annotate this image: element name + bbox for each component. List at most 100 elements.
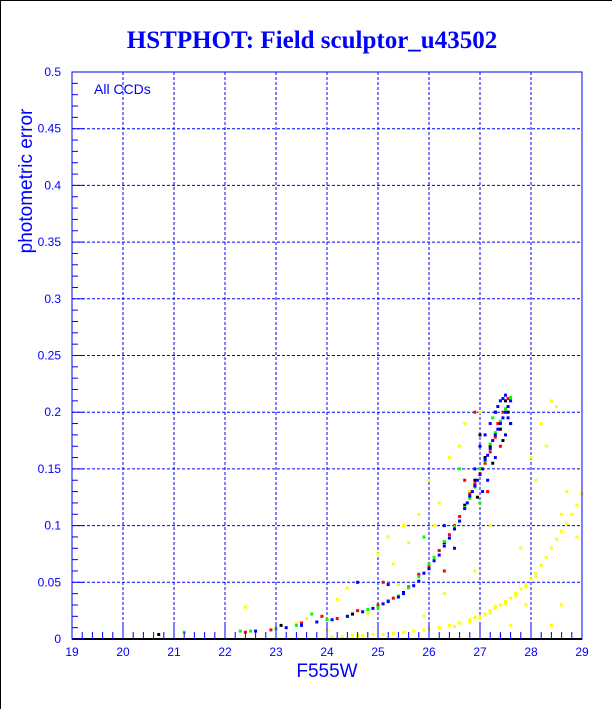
data-point-blue <box>254 629 258 633</box>
x-tick-label: 20 <box>116 645 130 659</box>
data-point-blue <box>315 620 319 624</box>
data-point-yellow <box>468 620 472 624</box>
data-point-yellow <box>570 512 574 516</box>
x-tick-label: 27 <box>473 645 487 659</box>
data-point-blue <box>481 490 485 494</box>
data-point-blue <box>486 478 490 482</box>
data-point-yellow <box>539 563 543 567</box>
y-tick-label: 0.15 <box>38 462 62 476</box>
data-point-yellow <box>422 614 426 618</box>
data-point-blue <box>498 399 502 403</box>
data-point-blue <box>491 439 495 443</box>
y-axis-label: photometric error <box>16 108 37 253</box>
data-point-blue <box>442 544 446 548</box>
data-point-blue <box>442 524 446 528</box>
data-point-black <box>501 439 505 443</box>
data-point-yellow <box>468 618 472 622</box>
data-point-yellow <box>509 623 513 627</box>
data-point-red <box>381 580 385 584</box>
data-point-yellow <box>549 399 553 403</box>
data-point-red <box>417 572 421 576</box>
data-point-yellow <box>386 535 390 539</box>
data-point-yellow <box>391 631 395 635</box>
x-tick-label: 26 <box>422 645 436 659</box>
data-point-yellow <box>391 562 395 566</box>
data-point-yellow <box>458 444 462 448</box>
data-point-red <box>447 533 451 537</box>
data-point-red <box>483 461 487 465</box>
data-point-yellow <box>488 609 492 613</box>
data-point-red <box>473 482 477 486</box>
data-point-yellow <box>539 422 543 426</box>
data-point-blue <box>345 614 349 618</box>
data-point-red <box>498 444 502 448</box>
data-point-yellow <box>549 546 553 550</box>
data-point-red <box>335 617 339 621</box>
data-point-black <box>498 427 502 431</box>
data-point-yellow <box>565 490 569 494</box>
data-point-green <box>249 629 252 633</box>
data-point-green <box>509 395 513 399</box>
data-point-yellow <box>534 575 538 579</box>
x-tick-label: 19 <box>65 645 79 659</box>
data-point-green <box>504 407 507 411</box>
data-point-yellow <box>565 521 569 525</box>
data-point-red <box>496 422 500 426</box>
y-tick-label: 0.2 <box>44 405 61 419</box>
data-point-yellow <box>478 410 482 414</box>
data-point-blue <box>478 473 482 477</box>
data-point-blue <box>386 600 390 604</box>
data-point-black <box>473 478 477 482</box>
data-point-yellow <box>514 592 518 596</box>
data-point-yellow <box>351 634 354 638</box>
y-tick-label: 0.1 <box>44 519 61 533</box>
data-point-yellow <box>498 603 502 607</box>
x-axis-label: F555W <box>296 661 357 682</box>
data-point-yellow <box>417 512 421 516</box>
data-point-blue <box>284 626 288 630</box>
data-point-blue <box>470 490 474 494</box>
data-point-yellow <box>442 592 446 596</box>
data-point-red <box>493 435 497 439</box>
data-point-yellow <box>519 546 523 550</box>
data-point-yellow <box>376 552 380 556</box>
data-point-yellow <box>396 583 400 587</box>
x-tick-label: 29 <box>575 645 589 659</box>
data-point-yellow <box>524 585 528 589</box>
data-point-yellow <box>544 555 548 559</box>
data-point-red <box>442 569 446 573</box>
data-point-blue <box>463 507 467 511</box>
data-point-blue <box>509 422 513 426</box>
data-point-yellow <box>529 577 533 581</box>
data-point-black <box>483 456 487 460</box>
data-point-yellow <box>447 623 451 627</box>
data-point-yellow <box>330 635 334 639</box>
data-point-blue <box>330 618 334 622</box>
x-tick-label: 28 <box>524 645 538 659</box>
data-point-green <box>238 629 242 633</box>
data-point-blue <box>371 606 375 610</box>
data-point-red <box>320 614 324 618</box>
data-point-green <box>366 608 370 612</box>
data-point-yellow <box>402 524 405 528</box>
data-point-red <box>427 564 431 568</box>
data-point-yellow <box>437 501 441 505</box>
data-point-blue <box>488 446 492 450</box>
data-point-yellow <box>504 600 507 604</box>
data-point-green <box>417 575 421 579</box>
data-point-blue <box>402 592 405 596</box>
data-point-blue <box>432 559 436 563</box>
data-point-blue <box>437 553 441 557</box>
data-point-blue <box>417 579 421 583</box>
data-point-yellow <box>544 444 548 448</box>
data-point-blue <box>493 433 497 437</box>
data-point-yellow <box>432 524 436 528</box>
data-point-yellow <box>524 583 528 587</box>
data-point-red <box>437 549 441 553</box>
data-point-green <box>422 535 426 539</box>
data-point-yellow <box>402 630 405 634</box>
data-point-yellow <box>468 490 472 494</box>
data-point-yellow <box>422 628 426 632</box>
